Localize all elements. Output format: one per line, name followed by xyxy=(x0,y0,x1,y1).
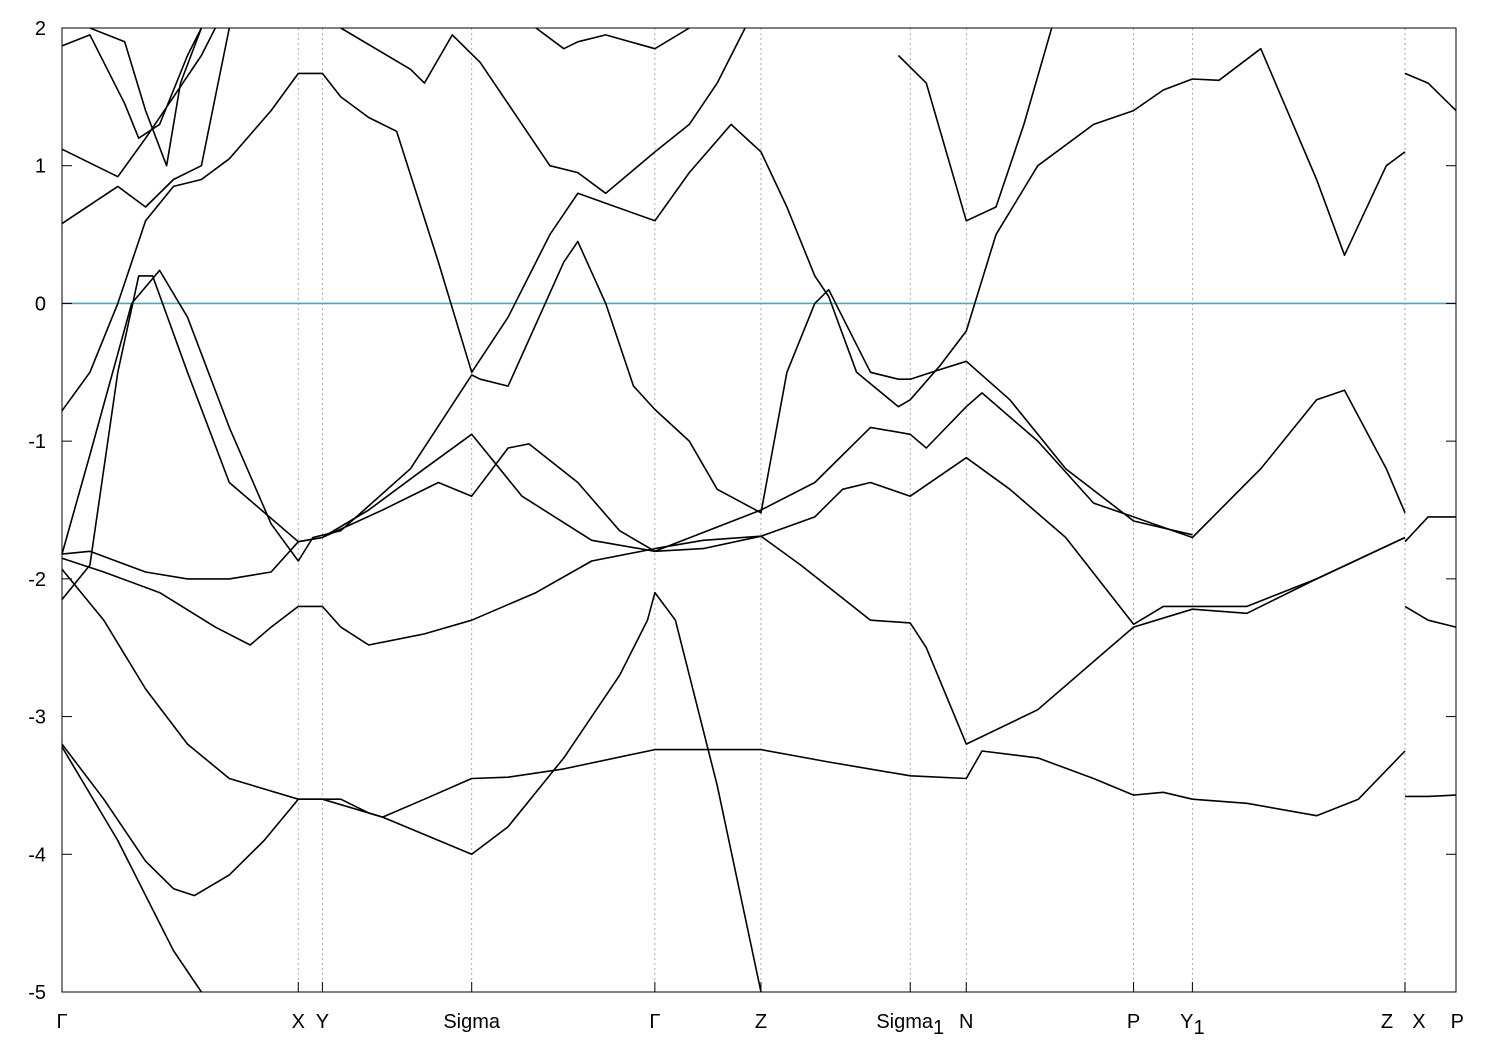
band-line-14 xyxy=(897,27,1053,222)
y-tick-label-0: -5 xyxy=(28,982,46,1004)
band-line-17 xyxy=(1404,605,1457,628)
y-tick-label-4: -1 xyxy=(28,431,46,453)
x-tick-label-8: P xyxy=(1127,1011,1140,1033)
band-line-13 xyxy=(535,27,690,50)
plot-frame xyxy=(61,27,1457,993)
band-line-9 xyxy=(61,27,217,178)
x-tick-label-9: Y1 xyxy=(1180,1011,1204,1039)
x-tick-label-7: N xyxy=(959,1011,973,1033)
band-line-0 xyxy=(61,746,203,993)
x-tick-label-1: X xyxy=(292,1011,305,1033)
energy-bands xyxy=(61,27,1457,993)
x-tick-label-12: P xyxy=(1451,1011,1464,1033)
band-line-15 xyxy=(1404,72,1457,112)
x-tick-label-5: Z xyxy=(755,1011,767,1033)
band-line-16 xyxy=(1404,516,1456,543)
band-line-2 xyxy=(61,568,762,993)
x-axis: Γ X Y Sigma Γ Z Sigma1 N P Y1 Z X P xyxy=(56,982,1464,1039)
x-tick-label-3: Sigma xyxy=(443,1011,501,1033)
band-line-10 xyxy=(61,27,203,139)
y-axis: -5 -4 -3 -2 -1 0 1 2 xyxy=(28,18,1456,1004)
x-tick-label-6: Sigma1 xyxy=(876,1011,944,1039)
y-tick-label-7: 2 xyxy=(35,18,46,40)
x-tick-label-4: Γ xyxy=(649,1011,660,1033)
band-line-1 xyxy=(61,743,1406,897)
y-tick-label-6: 1 xyxy=(35,156,46,178)
x-tick-label-0: Γ xyxy=(56,1011,67,1033)
band-line-4 xyxy=(61,433,1406,626)
x-tick-label-11: X xyxy=(1412,1011,1425,1033)
band-line-6 xyxy=(61,240,1193,562)
band-line-7 xyxy=(61,47,1406,412)
band-line-12 xyxy=(340,27,746,195)
band-line-3 xyxy=(61,535,1406,745)
x-tick-label-2: Y xyxy=(316,1011,329,1033)
x-tick-label-10: Z xyxy=(1381,1011,1393,1033)
band-line-11 xyxy=(89,27,203,167)
y-tick-label-1: -4 xyxy=(28,844,46,866)
y-tick-label-5: 0 xyxy=(35,293,46,315)
y-tick-label-3: -2 xyxy=(28,569,46,591)
band-line-8 xyxy=(61,27,231,225)
y-tick-label-2: -3 xyxy=(28,707,46,729)
band-line-18 xyxy=(1405,794,1457,798)
